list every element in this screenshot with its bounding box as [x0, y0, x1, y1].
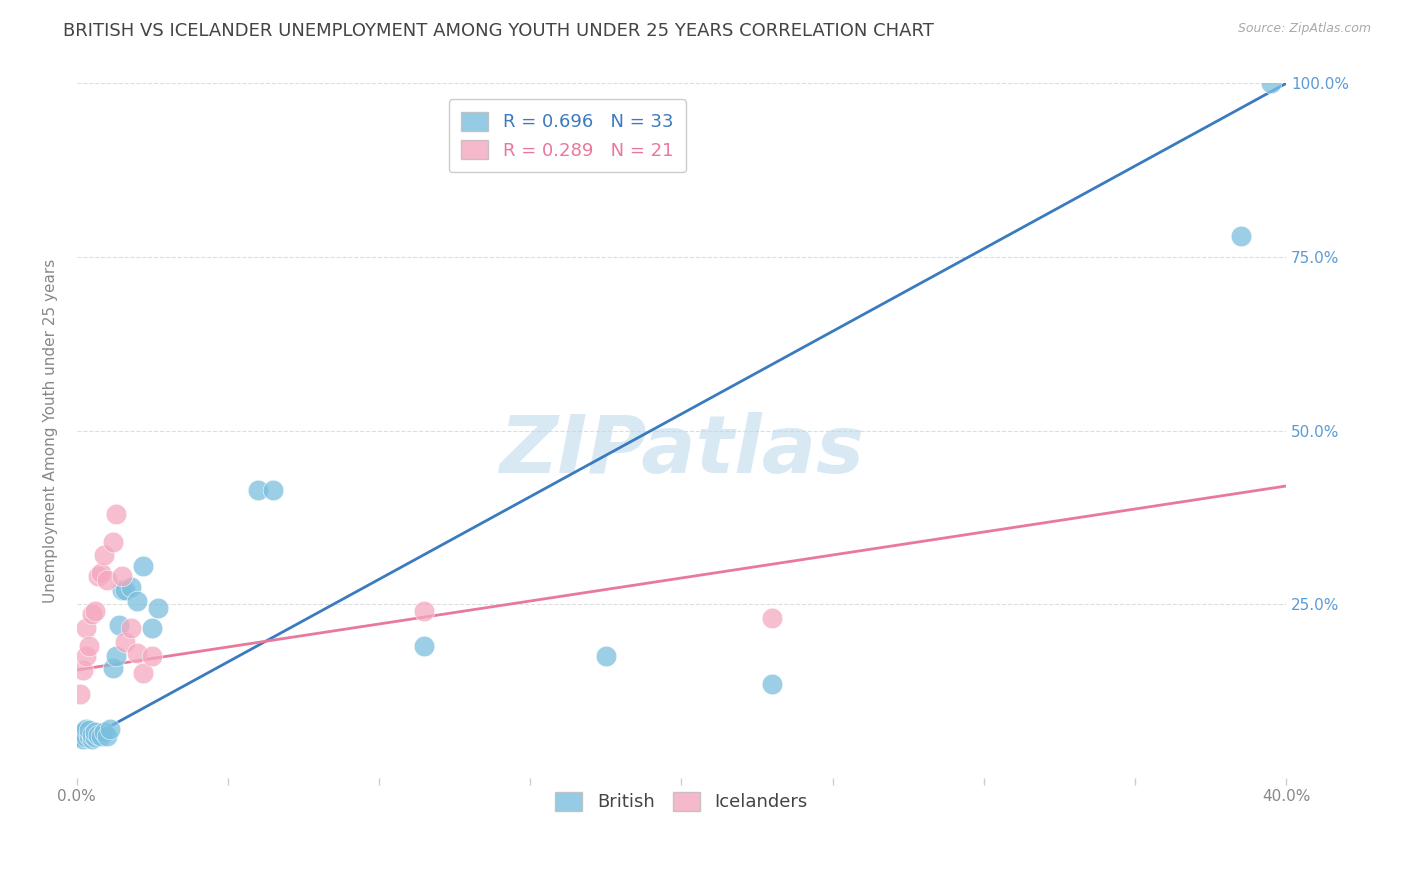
Point — [101, 534, 124, 549]
Point — [141, 649, 163, 664]
Point — [87, 727, 110, 741]
Y-axis label: Unemployment Among Youth under 25 years: Unemployment Among Youth under 25 years — [44, 259, 58, 603]
Point — [69, 729, 91, 743]
Point — [77, 723, 100, 738]
Point — [90, 566, 112, 580]
Point — [98, 722, 121, 736]
Point — [80, 607, 103, 622]
Point — [80, 732, 103, 747]
Point — [105, 507, 128, 521]
Point — [111, 569, 134, 583]
Point — [90, 729, 112, 743]
Point — [111, 583, 134, 598]
Point — [75, 722, 97, 736]
Point — [262, 483, 284, 497]
Point — [96, 729, 118, 743]
Point — [96, 573, 118, 587]
Point — [120, 580, 142, 594]
Point — [132, 666, 155, 681]
Point — [72, 732, 94, 747]
Point — [87, 569, 110, 583]
Point — [75, 649, 97, 664]
Legend: British, Icelanders: British, Icelanders — [543, 780, 820, 824]
Point — [75, 731, 97, 745]
Point — [114, 583, 136, 598]
Text: ZIPatlas: ZIPatlas — [499, 412, 863, 491]
Point — [595, 649, 617, 664]
Point — [77, 729, 100, 743]
Point — [72, 725, 94, 739]
Point — [761, 677, 783, 691]
Point — [84, 604, 107, 618]
Text: Source: ZipAtlas.com: Source: ZipAtlas.com — [1237, 22, 1371, 36]
Point — [84, 725, 107, 739]
Point — [761, 611, 783, 625]
Point — [141, 621, 163, 635]
Point — [101, 661, 124, 675]
Point — [413, 604, 436, 618]
Point — [114, 635, 136, 649]
Point — [93, 549, 115, 563]
Point — [69, 687, 91, 701]
Point — [93, 725, 115, 739]
Point — [1260, 77, 1282, 91]
Point — [148, 600, 170, 615]
Point — [132, 558, 155, 573]
Text: BRITISH VS ICELANDER UNEMPLOYMENT AMONG YOUTH UNDER 25 YEARS CORRELATION CHART: BRITISH VS ICELANDER UNEMPLOYMENT AMONG … — [63, 22, 934, 40]
Point — [1229, 229, 1251, 244]
Point — [75, 621, 97, 635]
Point — [72, 663, 94, 677]
Point — [247, 483, 270, 497]
Point — [80, 727, 103, 741]
Point — [84, 731, 107, 745]
Point — [77, 639, 100, 653]
Point — [413, 639, 436, 653]
Point — [108, 618, 131, 632]
Point — [120, 621, 142, 635]
Point — [127, 593, 149, 607]
Point — [105, 649, 128, 664]
Point — [127, 646, 149, 660]
